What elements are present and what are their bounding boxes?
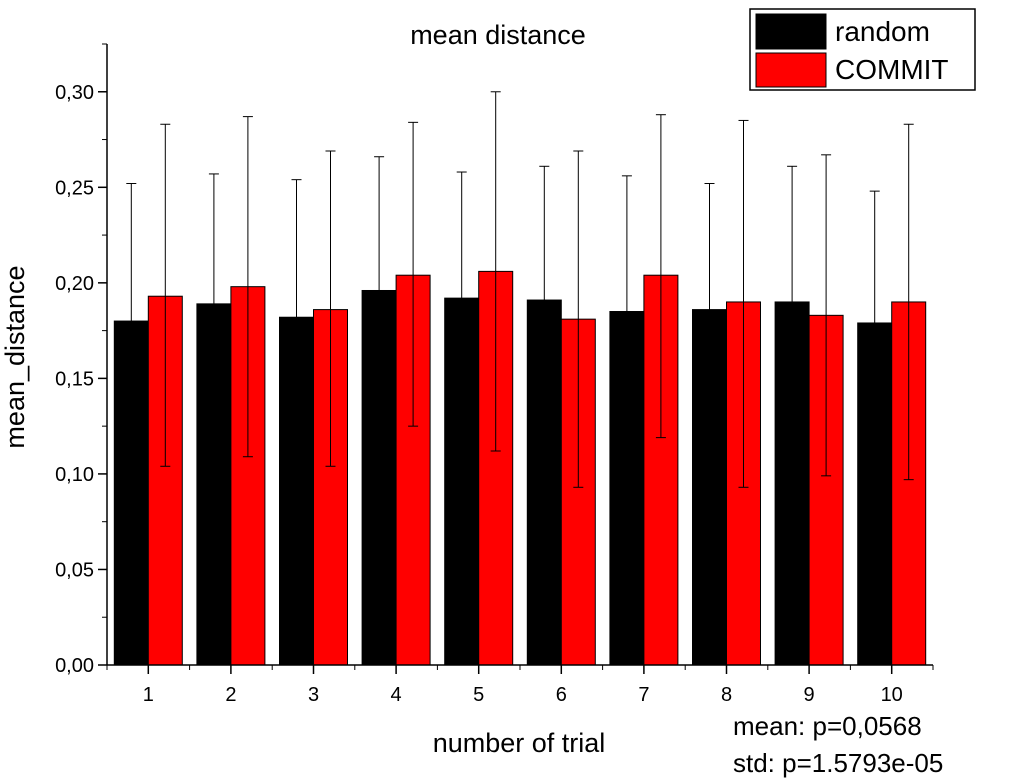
bar-random-10 <box>857 322 893 666</box>
x-tick-label-5: 5 <box>473 684 484 706</box>
x-tick-label-3: 3 <box>308 684 319 706</box>
y-tick-label: 0,15 <box>55 368 94 390</box>
x-tick-label-8: 8 <box>721 684 732 706</box>
legend-label-random: random <box>835 16 930 47</box>
x-tick-label-1: 1 <box>143 684 154 706</box>
x-tick-label-4: 4 <box>391 684 402 706</box>
bar-random-6 <box>526 299 562 666</box>
x-tick-label-2: 2 <box>225 684 236 706</box>
plot-area: 1 2 3 4 5 6 7 8 9 10 0,00 0,05 0,10 0,15 0,20 0,25 0,30 <box>55 43 934 706</box>
annotation-std-p: std: p=1.5793e-05 <box>733 748 943 778</box>
legend: random COMMIT <box>749 8 976 91</box>
y-tick-label: 0,20 <box>55 273 94 295</box>
y-tick-label: 0,25 <box>55 177 94 199</box>
bar-random-9 <box>774 301 810 666</box>
x-tick-label-6: 6 <box>556 684 567 706</box>
annotation-mean-p: mean: p=0,0568 <box>733 711 922 741</box>
y-axis-label: mean_distance <box>0 265 30 448</box>
x-tick-label-9: 9 <box>804 684 815 706</box>
legend-swatch-commit <box>755 52 827 88</box>
legend-swatch-random <box>755 13 827 50</box>
bar-random-4 <box>361 289 397 666</box>
y-tick-label: 0,30 <box>55 82 94 104</box>
bar-random-1 <box>113 320 149 666</box>
bar-random-5 <box>444 297 480 666</box>
x-axis-label: number of trial <box>433 728 606 758</box>
bar-random-7 <box>609 311 645 666</box>
bar-random-8 <box>692 309 727 666</box>
legend-label-commit: COMMIT <box>835 54 949 85</box>
x-tick-label-7: 7 <box>638 684 649 706</box>
chart-title: mean distance <box>410 20 586 50</box>
x-tick-label-10: 10 <box>881 684 903 706</box>
bar-random-3 <box>279 316 314 666</box>
y-tick-label: 0,05 <box>55 559 94 581</box>
bar-random-2 <box>196 303 232 666</box>
y-tick-label: 0,10 <box>55 464 94 486</box>
y-tick-label: 0,00 <box>55 655 94 677</box>
